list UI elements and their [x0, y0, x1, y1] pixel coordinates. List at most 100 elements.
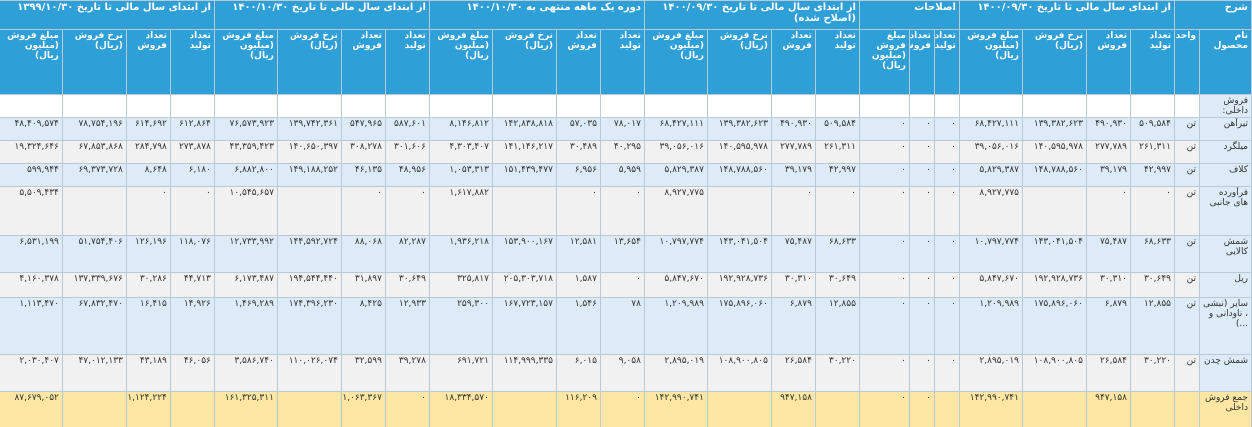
group-header: از ابتدای سال مالی تا تاریخ ۱۴۰۰/۰۹/۳۰ (…: [643, 0, 860, 30]
cell: ۰: [814, 186, 860, 236]
column-header: مبلغ فروش (میلیون ریال): [858, 29, 910, 95]
product-name: تیرآهن: [1199, 117, 1252, 141]
column-header: نرخ فروش (ریال): [276, 29, 342, 95]
cell: [1173, 94, 1201, 118]
cell: ۱۷۴,۳۹۶,۲۳۰: [276, 297, 342, 355]
column-header: تعداد فروش: [555, 29, 601, 95]
cell: ۱۴۱,۱۴۶,۲۱۷: [491, 140, 557, 164]
cell: ۱,۱۱۳,۴۷۰: [0, 297, 63, 355]
data-row: شمش چدن تن ۳۰,۲۲۰ ۲۶,۵۸۴ ۱۰۸,۹۰۰,۸۰۵ ۲,۸۹۵,۰۱…: [0, 354, 1252, 392]
column-header: مبلغ فروش (میلیون ریال): [958, 29, 1023, 95]
product-name: فرآورده های جانبی: [1199, 186, 1252, 236]
cell: ۵,۹۵۹: [599, 163, 645, 187]
cell: ۱۱۶,۲۰۹: [555, 391, 601, 427]
cell: ۷۵,۴۸۷: [770, 235, 816, 273]
cell: ۶,۹۵۶: [555, 163, 601, 187]
cell: ۰: [908, 235, 935, 273]
cell: ۳۰,۶۴۹: [384, 272, 430, 298]
cell: ۲۰۵,۳۰۳,۷۱۸: [491, 272, 557, 298]
cell: ۶۱۲,۸۶۴: [169, 117, 215, 141]
name-header: نام محصول: [1199, 29, 1252, 95]
header-title: شرح: [1173, 0, 1252, 30]
cell: ۰: [908, 272, 935, 298]
cell: ۰: [933, 297, 960, 355]
cell: ۱۴۲,۹۹۰,۷۴۱: [643, 391, 708, 427]
data-row: شمش کالایی تن ۶۸,۶۳۳ ۷۵,۴۸۷ ۱۴۳,۰۴۱,۵۰۴ ۱۰,۷۹…: [0, 235, 1252, 273]
cell: ۶۹,۳۷۳,۷۲۸: [61, 163, 127, 187]
cell: ۱۰,۷۹۷,۷۷۴: [958, 235, 1023, 273]
cell: ۵۱,۷۵۴,۴۰۶: [61, 235, 127, 273]
product-name: ریل: [1199, 272, 1252, 298]
cell: [908, 94, 935, 118]
unit: تن: [1173, 272, 1201, 298]
cell: ۲,۰۳۰,۴۰۷: [0, 354, 63, 392]
cell: ۸۷,۶۷۹,۰۵۲: [0, 391, 63, 427]
cell: ۲۶,۵۸۴: [770, 354, 816, 392]
cell: ۱۲,۵۸۱: [555, 235, 601, 273]
column-header: تعداد تولید: [1129, 29, 1175, 95]
product-name: شمش چدن: [1199, 354, 1252, 392]
cell: [213, 94, 278, 118]
column-header: نرخ فروش (ریال): [706, 29, 772, 95]
cell: ۱۴۲,۸۳۸,۸۱۸: [491, 117, 557, 141]
cell: ۳۰,۲۲۰: [1129, 354, 1175, 392]
data-row: فرآورده های جانبی تن ۰ ۰ ۸,۹۲۷,۷۷۵ ۰ ۰ ۰ ۰ ۰ ۸,۹۲۷…: [0, 186, 1252, 236]
cell: ۷۸: [599, 297, 645, 355]
cell: ۰: [908, 117, 935, 141]
group-header: اصلاحات: [858, 0, 960, 30]
cell: ۲,۸۹۵,۰۱۹: [958, 354, 1023, 392]
cell: [125, 94, 171, 118]
cell: ۶,۱۷۳,۴۸۷: [213, 272, 278, 298]
unit: تن: [1173, 186, 1201, 236]
cell: ۴۲,۹۹۷: [814, 163, 860, 187]
cell: [814, 391, 860, 427]
cell: ۱۱۴,۹۹۹,۳۳۵: [491, 354, 557, 392]
cell: [858, 94, 910, 118]
cell: ۴۷,۰۱۲,۱۳۳: [61, 354, 127, 392]
cell: ۰: [908, 163, 935, 187]
cell: ۱۶۱,۳۲۵,۳۱۱: [213, 391, 278, 427]
cell: [491, 94, 557, 118]
data-row: تیرآهن تن ۵۰۹,۵۸۴ ۴۹۰,۹۳۰ ۱۳۹,۳۸۲,۶۲۳ ۶۸,۴۲۷,…: [0, 117, 1252, 141]
cell: ۱۶۷,۷۲۳,۱۵۷: [491, 297, 557, 355]
cell: ۰: [908, 391, 935, 427]
cell: ۱۴۴,۵۹۲,۷۲۴: [276, 235, 342, 273]
cell: [555, 94, 601, 118]
cell: ۵,۸۲۹,۳۸۷: [958, 163, 1023, 187]
cell: ۱,۴۶۹,۲۸۹: [213, 297, 278, 355]
unit: تن: [1173, 235, 1201, 273]
cell: [770, 94, 816, 118]
cell: ۰: [858, 272, 910, 298]
cell: ۶۸,۶۳۳: [814, 235, 860, 273]
cell: ۰: [599, 186, 645, 236]
cell: ۱۰,۷۹۷,۷۷۴: [643, 235, 708, 273]
column-header: تعداد فروش: [908, 29, 935, 95]
cell: ۱۴۸,۷۸۸,۵۶۰: [706, 163, 772, 187]
cell: ۶۸,۴۲۷,۱۱۱: [958, 117, 1023, 141]
cell: ۴۰,۲۹۵: [599, 140, 645, 164]
cell: ۸۸,۰۶۸: [340, 235, 386, 273]
cell: ۰: [933, 163, 960, 187]
column-header: تعداد تولید: [814, 29, 860, 95]
cell: [1021, 391, 1087, 427]
cell: ۱,۵۴۶: [555, 297, 601, 355]
cell: [491, 186, 557, 236]
cell: ۰: [908, 186, 935, 236]
cell: ۷۸,۰۱۷: [599, 117, 645, 141]
cell: [1021, 94, 1087, 118]
cell: ۰: [125, 186, 171, 236]
cell: ۳۰,۴۸۹: [555, 140, 601, 164]
cell: ۱,۲۰۹,۹۸۹: [643, 297, 708, 355]
cell: ۰: [933, 186, 960, 236]
column-header: مبلغ فروش (میلیون ریال): [0, 29, 63, 95]
cell: ۰: [933, 354, 960, 392]
cell: ۰: [858, 140, 910, 164]
cell: ۴۹۰,۹۳۰: [770, 117, 816, 141]
cell: [1085, 94, 1131, 118]
cell: ۳۲۵,۸۱۷: [428, 272, 493, 298]
cell: ۰: [858, 391, 910, 427]
cell: ۱۱۰,۰۲۶,۰۷۴: [276, 354, 342, 392]
column-header: تعداد فروش: [770, 29, 816, 95]
cell: ۵۸۷,۶۰۱: [384, 117, 430, 141]
